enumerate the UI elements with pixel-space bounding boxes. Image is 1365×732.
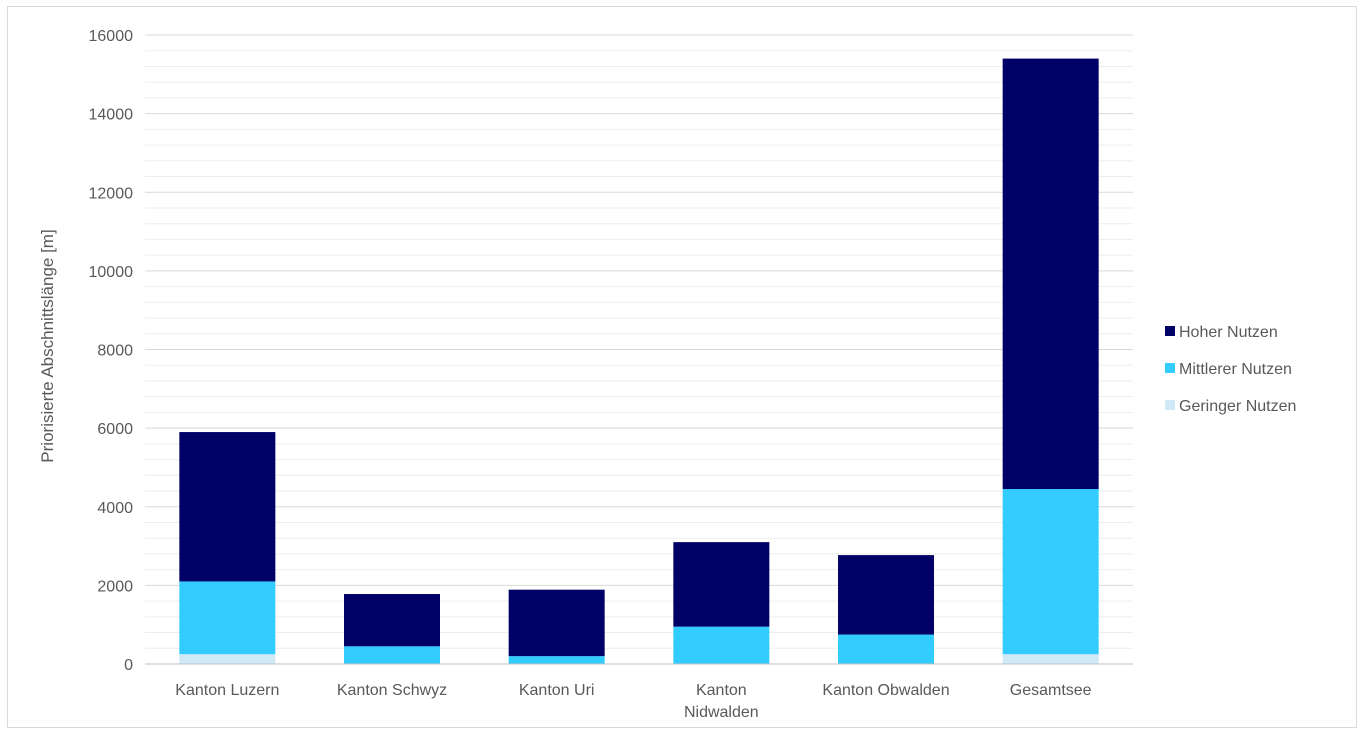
bar-segment-hoher-nutzen [508,589,605,657]
legend-swatch [1165,400,1175,410]
legend-label: Hoher Nutzen [1179,324,1278,341]
legend-label: Geringer Nutzen [1179,398,1296,415]
bar-segment-mittlerer-nutzen [344,646,440,664]
y-tick-label: 2000 [97,578,133,595]
x-category-label: Kanton Luzern [175,682,279,699]
y-axis-title: Priorisierte Abschnittslänge [m] [38,229,57,462]
bar-segment-mittlerer-nutzen [1002,489,1099,655]
bar-segment-mittlerer-nutzen [673,626,770,664]
bar-segment-hoher-nutzen [838,555,934,635]
x-category-label: Gesamtsee [1010,682,1092,699]
legend-label: Mittlerer Nutzen [1179,361,1292,378]
bar-segment-geringer-nutzen [179,654,276,664]
x-category-label: Kanton [696,682,747,699]
y-tick-label: 16000 [89,28,134,45]
grid-lines [145,34,1133,649]
bar-segment-hoher-nutzen [344,594,440,647]
y-tick-label: 6000 [97,421,133,438]
y-tick-label: 8000 [97,343,133,360]
x-category-label: Nidwalden [684,704,759,721]
y-tick-label: 0 [124,657,133,674]
x-category-label: Kanton Uri [519,682,595,699]
y-tick-label: 12000 [89,185,134,202]
bar-segment-mittlerer-nutzen [838,634,934,664]
chart-frame: 0 2000 4000 6000 8000 10000 12000 14000 16000 Kan… [7,6,1357,728]
axes: 0 2000 4000 6000 8000 10000 12000 14000 16000 Kan… [89,28,1133,721]
x-category-label: Kanton Obwalden [822,682,949,699]
y-tick-label: 4000 [97,500,133,517]
y-tick-label: 10000 [89,264,134,281]
stacked-bar-chart: 0 2000 4000 6000 8000 10000 12000 14000 16000 Kan… [38,28,1296,721]
bar-segment-hoher-nutzen [673,542,770,627]
bar-segment-mittlerer-nutzen [179,581,276,655]
legend-swatch [1165,363,1175,373]
bar-segment-mittlerer-nutzen [508,656,605,664]
x-category-label: Kanton Schwyz [337,682,447,699]
bar-segment-geringer-nutzen [1002,654,1099,664]
legend-swatch [1165,326,1175,336]
bar-segment-hoher-nutzen [1002,58,1099,490]
bars [179,58,1099,664]
y-tick-label: 14000 [89,107,134,124]
bar-segment-hoher-nutzen [179,432,276,582]
legend: Hoher Nutzen Mittlerer Nutzen Geringer Nut… [1165,324,1296,415]
